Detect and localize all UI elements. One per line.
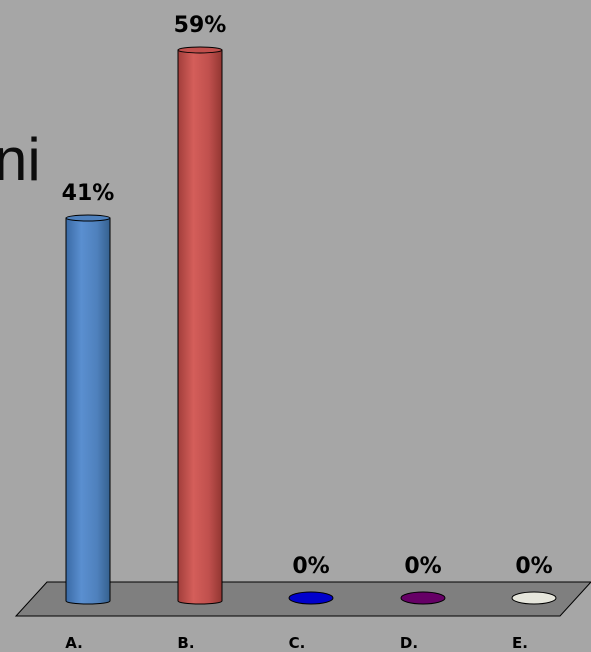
data-label-b: 59%	[174, 13, 227, 38]
bar-a	[65, 217, 111, 605]
bar-cap-b	[177, 46, 223, 54]
category-label-d: D.	[400, 634, 418, 652]
category-label-e: E.	[512, 634, 528, 652]
data-label-e: 0%	[515, 554, 552, 579]
data-label-c: 0%	[292, 554, 329, 579]
partial-title-text: ni	[0, 126, 41, 193]
bar-d	[400, 591, 446, 605]
category-label-b: B.	[177, 634, 194, 652]
data-label-d: 0%	[404, 554, 441, 579]
bar-c	[288, 591, 334, 605]
bar-b	[177, 49, 223, 605]
bar-e	[511, 591, 557, 605]
data-label-a: 41%	[62, 181, 115, 206]
category-label-c: C.	[289, 634, 306, 652]
bar-cap-a	[65, 214, 111, 222]
category-label-a: A.	[65, 634, 83, 652]
